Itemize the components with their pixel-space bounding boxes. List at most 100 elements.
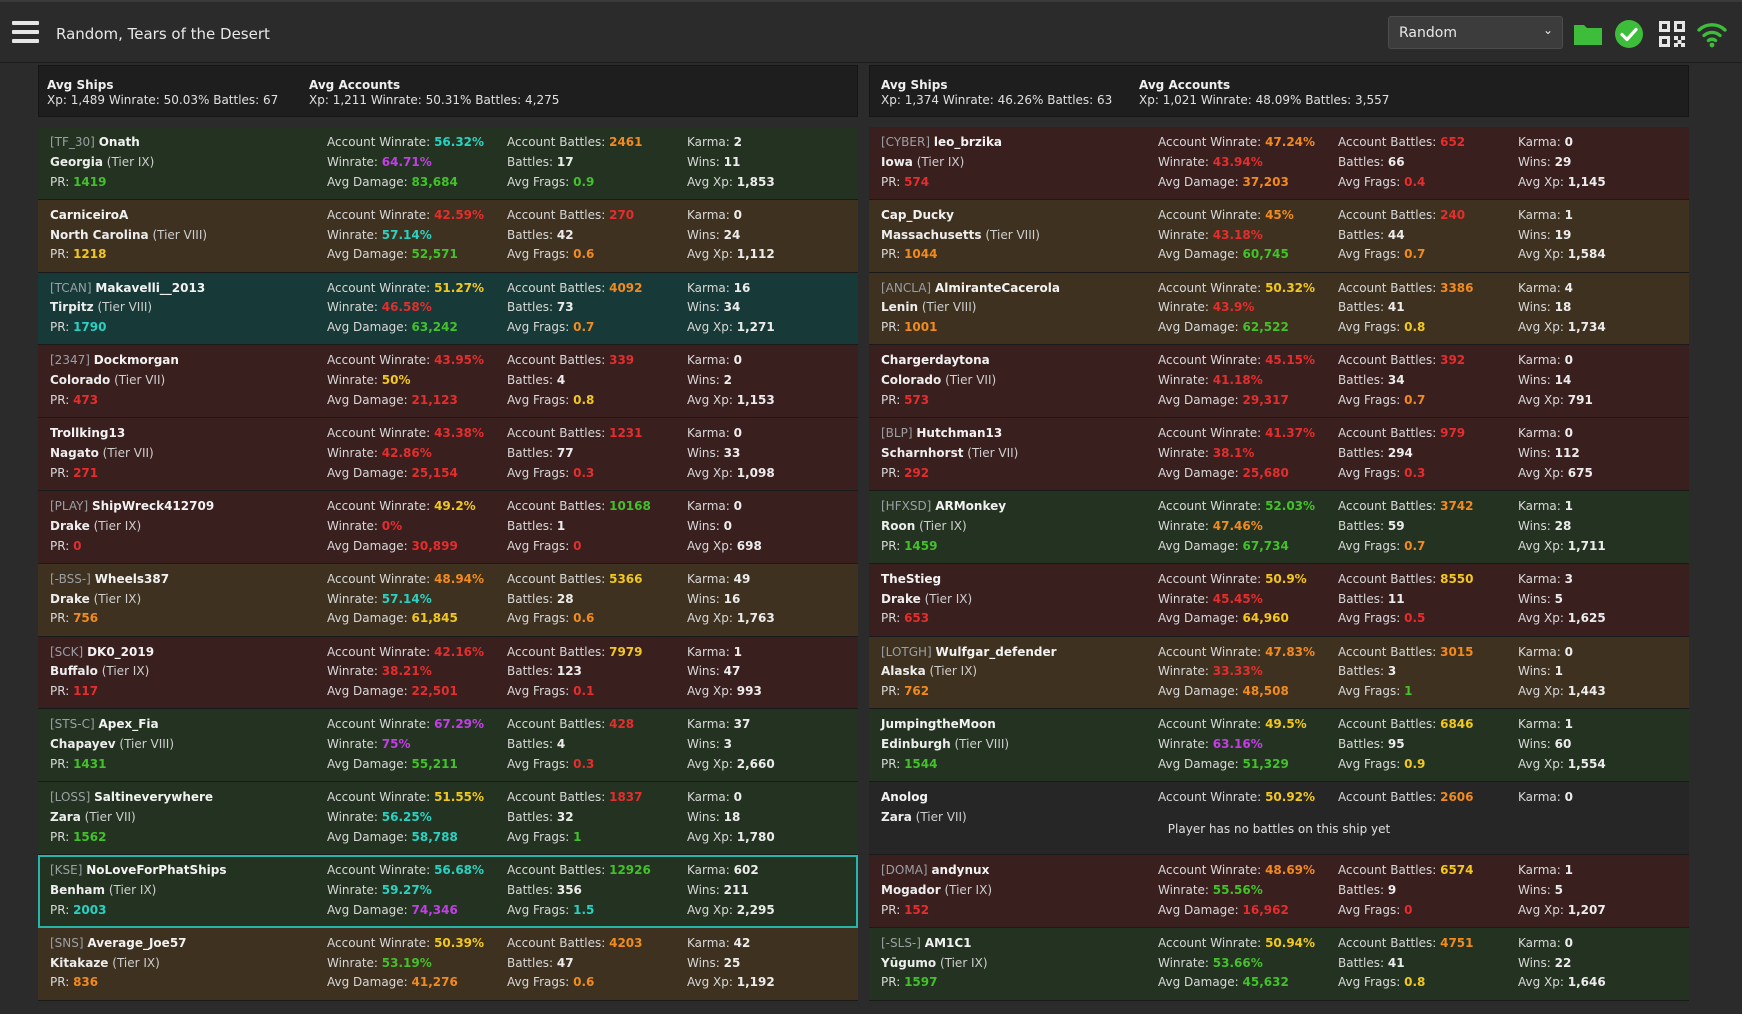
player-name[interactable]: Wulfgar_defender xyxy=(935,644,1057,659)
player-name[interactable]: andynux xyxy=(931,862,990,877)
ship-winrate: Winrate: 47.46% xyxy=(1158,517,1315,537)
wins: Wins: 5 xyxy=(1518,590,1606,610)
top-bar: Random, Tears of the Desert Random ⌄ xyxy=(0,0,1742,63)
avg-frags: Avg Frags: 0.9 xyxy=(1338,755,1474,775)
wifi-icon[interactable] xyxy=(1696,18,1728,50)
ship-winrate: Winrate: 53.66% xyxy=(1158,954,1315,974)
account-battles-value: 8550 xyxy=(1440,571,1474,586)
player-name[interactable]: NoLoveForPhatShips xyxy=(86,862,227,877)
account-battles: Account Battles: 1231 xyxy=(507,424,643,444)
ship-winrate-value: 38.1% xyxy=(1212,445,1255,460)
player-name[interactable]: Hutchman13 xyxy=(916,426,1003,441)
ship-battles-value: 3 xyxy=(1387,664,1397,679)
account-battles-value: 1837 xyxy=(609,790,643,805)
player-row[interactable]: [STS-C] Apex_Fia Chapayev (Tier VIII) PR: … xyxy=(38,709,858,783)
player-row[interactable]: Chargerdaytona Colorado (Tier VII) PR: 573… xyxy=(869,345,1689,419)
player-name[interactable]: Cap_Ducky xyxy=(881,207,954,222)
mode-select[interactable]: Random ⌄ xyxy=(1388,16,1563,49)
personal-rating-value: 574 xyxy=(904,174,930,189)
avg-damage-value: 25,154 xyxy=(411,465,458,480)
player-row[interactable]: CarniceiroA North Carolina (Tier VIII) PR:… xyxy=(38,199,858,273)
avg-xp-label: Avg Xp: xyxy=(687,829,733,844)
winrate-stats: Account Winrate: 41.37% Winrate: 38.1% Avg… xyxy=(1158,424,1315,483)
player-row[interactable]: [TCAN] Makavelli__2013 Tirpitz (Tier VIII… xyxy=(38,272,858,346)
player-row[interactable]: TheStieg Drake (Tier IX) PR: 653 Account Wi… xyxy=(869,563,1689,637)
ship-name: North Carolina xyxy=(50,227,149,242)
player-name[interactable]: TheStieg xyxy=(881,571,942,586)
player-row[interactable]: JumpingtheMoon Edinburgh (Tier VIII) PR: 1… xyxy=(869,709,1689,783)
player-name[interactable]: Average_Joe57 xyxy=(87,935,187,950)
account-battles-value: 3015 xyxy=(1440,644,1474,659)
player-name[interactable]: Makavelli__2013 xyxy=(95,280,206,295)
player-row[interactable]: [BLP] Hutchman13 Scharnhorst (Tier VII) PR… xyxy=(869,418,1689,491)
player-row[interactable]: [KSE] NoLoveForPhatShips Benham (Tier IX)… xyxy=(38,854,858,928)
menu-icon[interactable] xyxy=(12,21,39,44)
winrate-stats: Account Winrate: 51.27% Winrate: 46.58% Av… xyxy=(327,279,484,338)
qr-code-icon[interactable] xyxy=(1656,18,1688,50)
avg-xp: Avg Xp: 1,443 xyxy=(1518,682,1606,702)
avg-frags-value: 0.4 xyxy=(1404,174,1426,189)
personal-rating-value: 1597 xyxy=(904,975,938,990)
player-row[interactable]: [SCK] DK0_2019 Buffalo (Tier IX) PR: 117 Ac… xyxy=(38,636,858,710)
player-name[interactable]: Anolog xyxy=(881,790,929,805)
wins: Wins: 11 xyxy=(687,153,775,173)
player-row[interactable]: [ANCLA] AlmiranteCacerola Lenin (Tier VII… xyxy=(869,272,1689,346)
account-battles-label: Account Battles: xyxy=(507,207,606,222)
karma-value: 0 xyxy=(1564,790,1574,805)
player-row[interactable]: [-SLS-] AM1C1 Yūgumo (Tier IX) PR: 1597 Acc… xyxy=(869,927,1689,1001)
player-name[interactable]: Dockmorgan xyxy=(93,353,179,368)
account-winrate-value: 50.32% xyxy=(1265,280,1316,295)
account-winrate-label: Account Winrate: xyxy=(327,353,431,368)
karma-label: Karma: xyxy=(1518,644,1561,659)
avg-xp: Avg Xp: 1,153 xyxy=(687,391,775,411)
player-name[interactable]: Chargerdaytona xyxy=(881,353,990,368)
player-name[interactable]: AlmiranteCacerola xyxy=(934,280,1060,295)
player-info: [KSE] NoLoveForPhatShips Benham (Tier IX)… xyxy=(50,861,226,920)
player-row[interactable]: [2347] Dockmorgan Colorado (Tier VII) PR: … xyxy=(38,345,858,419)
player-row[interactable]: [CYBER] leo_brzika Iowa (Tier IX) PR: 574 A… xyxy=(869,127,1689,200)
player-name[interactable]: Apex_Fia xyxy=(98,717,159,732)
player-name[interactable]: CarniceiroA xyxy=(50,207,129,222)
player-row[interactable]: Anolog Zara (Tier VII) Account Winrate: 50… xyxy=(869,782,1689,855)
player-row[interactable]: Trollking13 Nagato (Tier VII) PR: 271 Accou… xyxy=(38,418,858,491)
ship-battles-label: Battles: xyxy=(507,154,554,169)
avg-xp-value: 2,660 xyxy=(736,756,775,771)
player-name[interactable]: Wheels387 xyxy=(94,571,170,586)
player-row[interactable]: [TF_30] Onath Georgia (Tier IX) PR: 1419 Ac… xyxy=(38,127,858,200)
avg-frags-label: Avg Frags: xyxy=(1338,611,1401,626)
player-row[interactable]: [LOSS] Saltineverywhere Zara (Tier VII) PR… xyxy=(38,782,858,855)
player-row[interactable]: [PLAY] ShipWreck412709 Drake (Tier IX) PR:… xyxy=(38,490,858,564)
player-row[interactable]: [-BSS-] Wheels387 Drake (Tier IX) PR: 756 A… xyxy=(38,563,858,637)
ship-winrate-value: 46.58% xyxy=(381,300,432,315)
player-row[interactable]: [DOMA] andynux Mogador (Tier IX) PR: 152 Ac… xyxy=(869,854,1689,928)
account-winrate-value: 49.5% xyxy=(1265,717,1307,732)
misc-stats: Karma: 1 Wins: 28 Avg Xp: 1,711 xyxy=(1518,497,1606,556)
ship-tier: (Tier VIII) xyxy=(985,227,1040,242)
clan-tag: [DOMA] xyxy=(881,862,928,877)
check-circle-icon[interactable] xyxy=(1613,18,1645,50)
player-row[interactable]: Cap_Ducky Massachusetts (Tier VIII) PR: 10… xyxy=(869,199,1689,273)
avg-damage-label: Avg Damage: xyxy=(327,174,408,189)
player-row[interactable]: [LOTGH] Wulfgar_defender Alaska (Tier IX)… xyxy=(869,636,1689,710)
player-name[interactable]: Onath xyxy=(98,135,140,149)
avg-xp-label: Avg Xp: xyxy=(1518,465,1564,480)
ship-battles: Battles: 11 xyxy=(1338,590,1474,610)
player-name[interactable]: DK0_2019 xyxy=(87,644,155,659)
player-name[interactable]: Saltineverywhere xyxy=(94,790,214,805)
ship-winrate: Winrate: 53.19% xyxy=(327,954,484,974)
folder-icon[interactable] xyxy=(1572,18,1604,50)
player-name[interactable]: AM1C1 xyxy=(924,935,972,950)
player-row[interactable]: [HFXSD] ARMonkey Roon (Tier IX) PR: 1459 Ac… xyxy=(869,490,1689,564)
avg-xp-value: 1,207 xyxy=(1567,902,1606,917)
player-name[interactable]: ARMonkey xyxy=(935,498,1007,513)
account-winrate: Account Winrate: 41.37% xyxy=(1158,424,1315,444)
player-name[interactable]: leo_brzika xyxy=(933,135,1003,149)
player-name[interactable]: JumpingtheMoon xyxy=(881,717,996,732)
player-row[interactable]: [SNS] Average_Joe57 Kitakaze (Tier IX) PR:… xyxy=(38,927,858,1001)
player-name[interactable]: Trollking13 xyxy=(50,426,126,441)
avg-damage-label: Avg Damage: xyxy=(1158,247,1239,262)
battle-stats: Account Battles: 652 Battles: 66 Avg Frags… xyxy=(1338,133,1465,192)
avg-xp: Avg Xp: 1,853 xyxy=(687,173,775,193)
ship-name: Chapayev xyxy=(50,737,116,752)
player-name[interactable]: ShipWreck412709 xyxy=(92,498,215,513)
